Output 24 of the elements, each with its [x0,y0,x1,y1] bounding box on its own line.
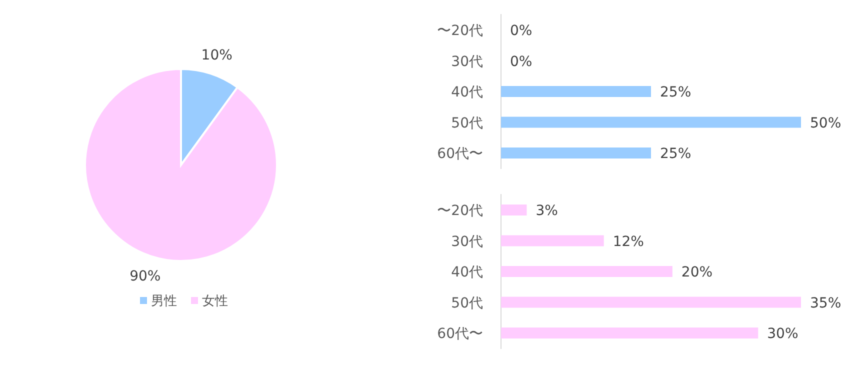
data-label: 12% [612,234,644,250]
data-label: 10% [201,48,232,64]
legend-label: 男性 [151,294,177,309]
y-tick-label: 50代 [451,295,483,312]
y-tick-label: 40代 [451,84,483,100]
data-label: 50% [810,115,842,132]
y-tick-label: 〜20代 [437,23,483,39]
data-label: 20% [681,264,713,280]
data-label: 35% [810,295,842,312]
legend-label: 女性 [202,294,228,309]
y-tick-label: 60代〜 [437,326,483,342]
data-label: 25% [660,146,692,162]
data-label: 25% [660,84,692,100]
data-label: 90% [130,268,161,284]
data-label: 3% [536,203,558,219]
y-tick-label: 〜20代 [437,203,483,219]
y-tick-label: 30代 [451,234,483,250]
y-tick-label: 40代 [451,264,483,280]
y-tick-label: 60代〜 [437,146,483,162]
data-label: 0% [510,23,532,39]
data-label: 30% [767,326,798,342]
data-label: 0% [510,54,532,70]
y-tick-label: 30代 [451,54,483,70]
y-tick-label: 50代 [451,115,483,132]
